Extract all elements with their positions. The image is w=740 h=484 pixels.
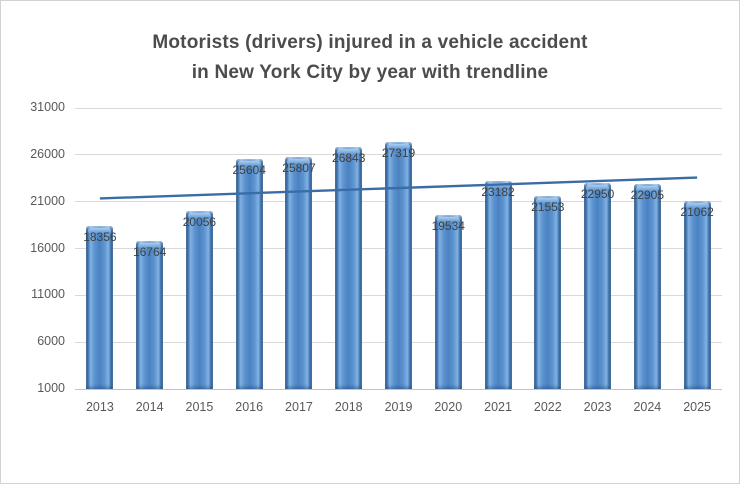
data-label-2017: 25807 [282,160,316,175]
bar-2019 [385,142,412,389]
y-axis-tick-label: 21000 [30,193,65,208]
chart-title: Motorists (drivers) injured in a vehicle… [1,28,739,88]
y-axis-tick-label: 16000 [30,240,65,255]
bar-2021 [484,181,512,389]
x-axis-tick-label: 2014 [135,400,164,414]
data-label-2019: 27319 [381,146,416,161]
chart-title-line2: in New York City by year with trendline [191,62,549,83]
data-label-2023: 22950 [580,187,615,202]
x-axis-tick-label: 2022 [533,400,562,414]
bar-2013 [86,226,114,389]
bar-2022 [534,196,562,389]
data-label-2016: 25604 [232,162,266,177]
x-axis-tick-label: 2018 [334,400,363,414]
bar-2016 [235,158,263,389]
bar-2025 [683,201,711,389]
x-axis-tick-label: 2015 [185,400,214,414]
x-axis-tick-label: 2017 [285,400,313,414]
x-axis-tick-label: 2019 [384,400,413,414]
bar-2018 [335,146,363,389]
gridline [75,107,722,109]
data-label-2015: 20056 [182,214,217,229]
bar-2020 [434,215,462,389]
data-label-2024: 22905 [630,187,665,202]
bar-2024 [633,183,661,389]
x-axis-tick-label: 2016 [235,400,264,414]
bar-2015 [185,210,213,389]
x-axis-tick-label: 2025 [683,400,712,414]
y-axis-tick-label: 1000 [37,381,65,395]
x-axis-line [75,388,722,390]
x-axis-tick-label: 2024 [633,400,662,414]
y-axis-tick-label: 11000 [31,287,65,302]
x-axis-tick-label: 2021 [484,400,512,414]
chart-title-line1: Motorists (drivers) injured in a vehicle… [152,32,588,53]
bar-2017 [285,156,313,389]
data-label-2021: 23182 [481,185,515,200]
data-label-2022: 21553 [531,200,565,215]
data-label-2020: 19534 [431,219,465,234]
x-axis-tick-label: 2020 [434,400,463,414]
bar-2023 [584,183,612,389]
x-axis-tick-label: 2013 [85,400,114,414]
data-label-2013: 18356 [83,230,117,245]
data-label-2025: 21062 [680,205,714,220]
x-axis-tick-label: 2023 [583,400,612,414]
y-axis-tick-label: 26000 [30,146,65,161]
bar-2014 [136,241,164,389]
y-axis-tick-label: 31000 [30,100,65,114]
data-label-2018: 26843 [332,150,366,165]
y-axis-tick-label: 6000 [37,334,65,349]
data-label-2014: 16764 [132,245,167,260]
